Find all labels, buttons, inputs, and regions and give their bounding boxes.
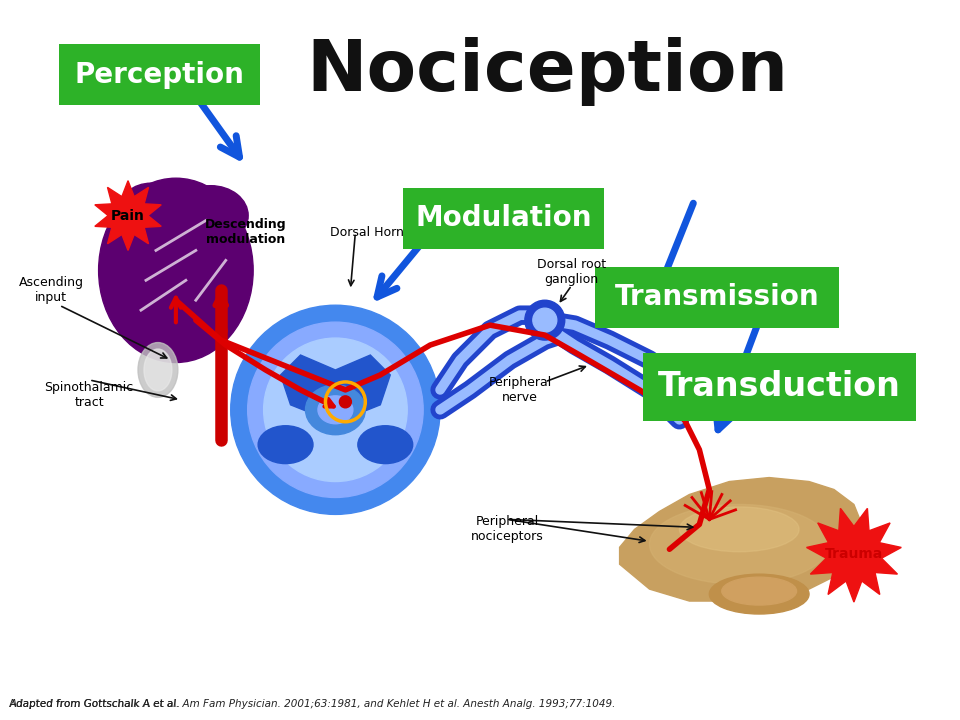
FancyBboxPatch shape (643, 353, 916, 421)
Ellipse shape (99, 179, 253, 362)
Polygon shape (280, 355, 391, 415)
Text: Trauma: Trauma (825, 547, 883, 562)
Ellipse shape (709, 574, 809, 614)
Text: Adapted from Gottschalk A et al.: Adapted from Gottschalk A et al. (10, 698, 183, 708)
Text: Modulation: Modulation (416, 204, 592, 233)
Text: Transduction: Transduction (658, 370, 900, 403)
Ellipse shape (138, 343, 178, 397)
Text: Descending
modulation: Descending modulation (204, 218, 286, 246)
Polygon shape (806, 508, 901, 602)
Text: Adapted from Gottschalk A et al. Am Fam Physician. 2001;63:1981, and Kehlet H et: Adapted from Gottschalk A et al. Am Fam … (10, 698, 615, 708)
Text: Nociception: Nociception (306, 37, 788, 107)
Ellipse shape (722, 577, 797, 605)
Ellipse shape (174, 186, 249, 246)
Ellipse shape (144, 349, 172, 391)
Text: Pain: Pain (111, 209, 145, 222)
Text: Perception: Perception (74, 61, 244, 89)
FancyBboxPatch shape (59, 45, 260, 105)
FancyBboxPatch shape (595, 267, 839, 328)
Circle shape (533, 308, 557, 332)
Circle shape (264, 338, 407, 482)
Text: Dorsal Horn: Dorsal Horn (330, 226, 404, 239)
Ellipse shape (118, 183, 183, 238)
FancyBboxPatch shape (403, 188, 605, 249)
Polygon shape (619, 477, 864, 601)
Ellipse shape (318, 396, 353, 424)
Text: Transmission: Transmission (614, 283, 819, 311)
Polygon shape (95, 181, 161, 251)
Ellipse shape (305, 385, 366, 435)
Circle shape (248, 322, 423, 498)
Ellipse shape (680, 507, 799, 552)
Ellipse shape (650, 505, 829, 584)
Circle shape (340, 396, 351, 408)
Circle shape (230, 305, 440, 514)
Circle shape (525, 300, 564, 340)
Text: Spinothalamic
tract: Spinothalamic tract (44, 381, 133, 409)
Text: Peripheral
nerve: Peripheral nerve (489, 376, 551, 404)
Text: Dorsal root
ganglion: Dorsal root ganglion (538, 258, 607, 287)
Text: Peripheral
nociceptors: Peripheral nociceptors (470, 516, 543, 544)
Ellipse shape (258, 426, 313, 464)
Text: Ascending
input: Ascending input (19, 276, 84, 305)
Ellipse shape (358, 426, 413, 464)
